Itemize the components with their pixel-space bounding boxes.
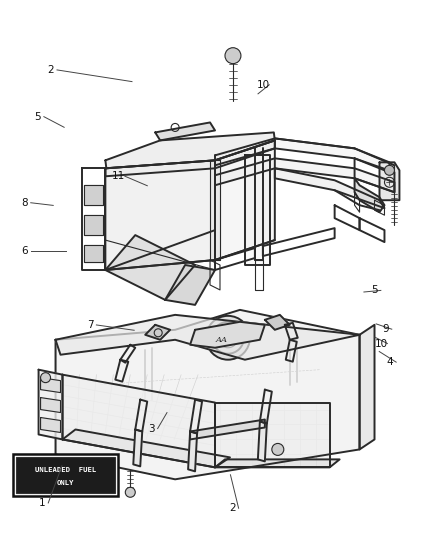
Polygon shape <box>215 459 339 467</box>
Circle shape <box>40 373 50 383</box>
Polygon shape <box>215 158 394 192</box>
Polygon shape <box>55 315 359 360</box>
Polygon shape <box>40 398 60 413</box>
Circle shape <box>384 165 394 175</box>
Circle shape <box>125 487 135 497</box>
Polygon shape <box>105 132 274 168</box>
Polygon shape <box>359 325 374 449</box>
Polygon shape <box>190 322 264 348</box>
Polygon shape <box>84 245 103 262</box>
Text: 2: 2 <box>48 65 54 75</box>
Polygon shape <box>209 160 219 260</box>
Polygon shape <box>257 422 266 462</box>
Polygon shape <box>105 160 215 270</box>
Circle shape <box>271 443 283 455</box>
Text: 6: 6 <box>21 246 28 255</box>
Text: 5: 5 <box>371 285 377 295</box>
Polygon shape <box>215 139 389 172</box>
Text: UNLEADED  FUEL: UNLEADED FUEL <box>35 467 95 473</box>
Circle shape <box>205 316 249 360</box>
Text: 9: 9 <box>381 324 388 334</box>
Text: 2: 2 <box>229 503 235 513</box>
Text: 1: 1 <box>39 498 46 508</box>
Polygon shape <box>62 375 215 467</box>
Polygon shape <box>274 168 384 208</box>
Polygon shape <box>39 370 62 439</box>
Polygon shape <box>190 419 264 439</box>
Text: 11: 11 <box>112 171 125 181</box>
Text: 10: 10 <box>256 80 269 90</box>
Polygon shape <box>378 163 399 200</box>
Polygon shape <box>187 432 197 471</box>
FancyBboxPatch shape <box>13 454 117 496</box>
FancyBboxPatch shape <box>16 457 114 493</box>
Text: 10: 10 <box>374 338 387 349</box>
Polygon shape <box>155 123 215 140</box>
Text: 3: 3 <box>148 424 155 433</box>
Text: ONLY: ONLY <box>57 480 74 486</box>
Polygon shape <box>165 265 215 305</box>
Polygon shape <box>133 430 142 466</box>
Polygon shape <box>244 155 269 265</box>
Polygon shape <box>354 178 384 212</box>
Polygon shape <box>55 310 359 479</box>
Polygon shape <box>40 417 60 432</box>
Text: 4: 4 <box>386 357 392 367</box>
Polygon shape <box>40 378 60 393</box>
Polygon shape <box>215 402 329 467</box>
Polygon shape <box>145 325 170 340</box>
Polygon shape <box>84 185 103 205</box>
Circle shape <box>224 47 240 63</box>
Text: AA: AA <box>215 336 227 344</box>
Text: 8: 8 <box>21 198 28 208</box>
Text: 7: 7 <box>87 320 93 330</box>
Polygon shape <box>105 235 194 300</box>
Polygon shape <box>62 430 230 467</box>
Polygon shape <box>105 140 274 176</box>
Polygon shape <box>84 215 103 235</box>
Polygon shape <box>264 315 289 330</box>
Polygon shape <box>215 140 274 260</box>
Text: 5: 5 <box>35 112 41 122</box>
